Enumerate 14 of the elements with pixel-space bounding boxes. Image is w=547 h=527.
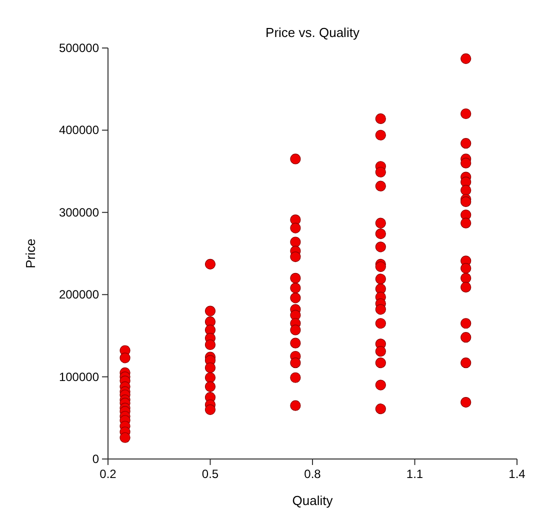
- y-tick-label: 500000: [58, 41, 100, 55]
- y-tick-label: 0: [92, 452, 100, 466]
- x-tick-label: 1.4: [508, 467, 526, 481]
- x-axis-title: Quality: [292, 493, 334, 508]
- y-tick-label: 200000: [58, 288, 100, 302]
- x-tick-label: 0.8: [304, 467, 322, 481]
- x-tick-label: 1.1: [406, 467, 424, 481]
- y-tick-label: 300000: [58, 205, 100, 220]
- y-tick-label: 100000: [58, 370, 100, 384]
- x-tick-label: 0.5: [202, 467, 219, 481]
- chart-title: Price vs. Quality: [266, 25, 360, 40]
- x-tick-label: 0.2: [100, 467, 117, 481]
- y-tick-label: 400000: [58, 123, 100, 138]
- y-axis-title: Price: [23, 238, 38, 268]
